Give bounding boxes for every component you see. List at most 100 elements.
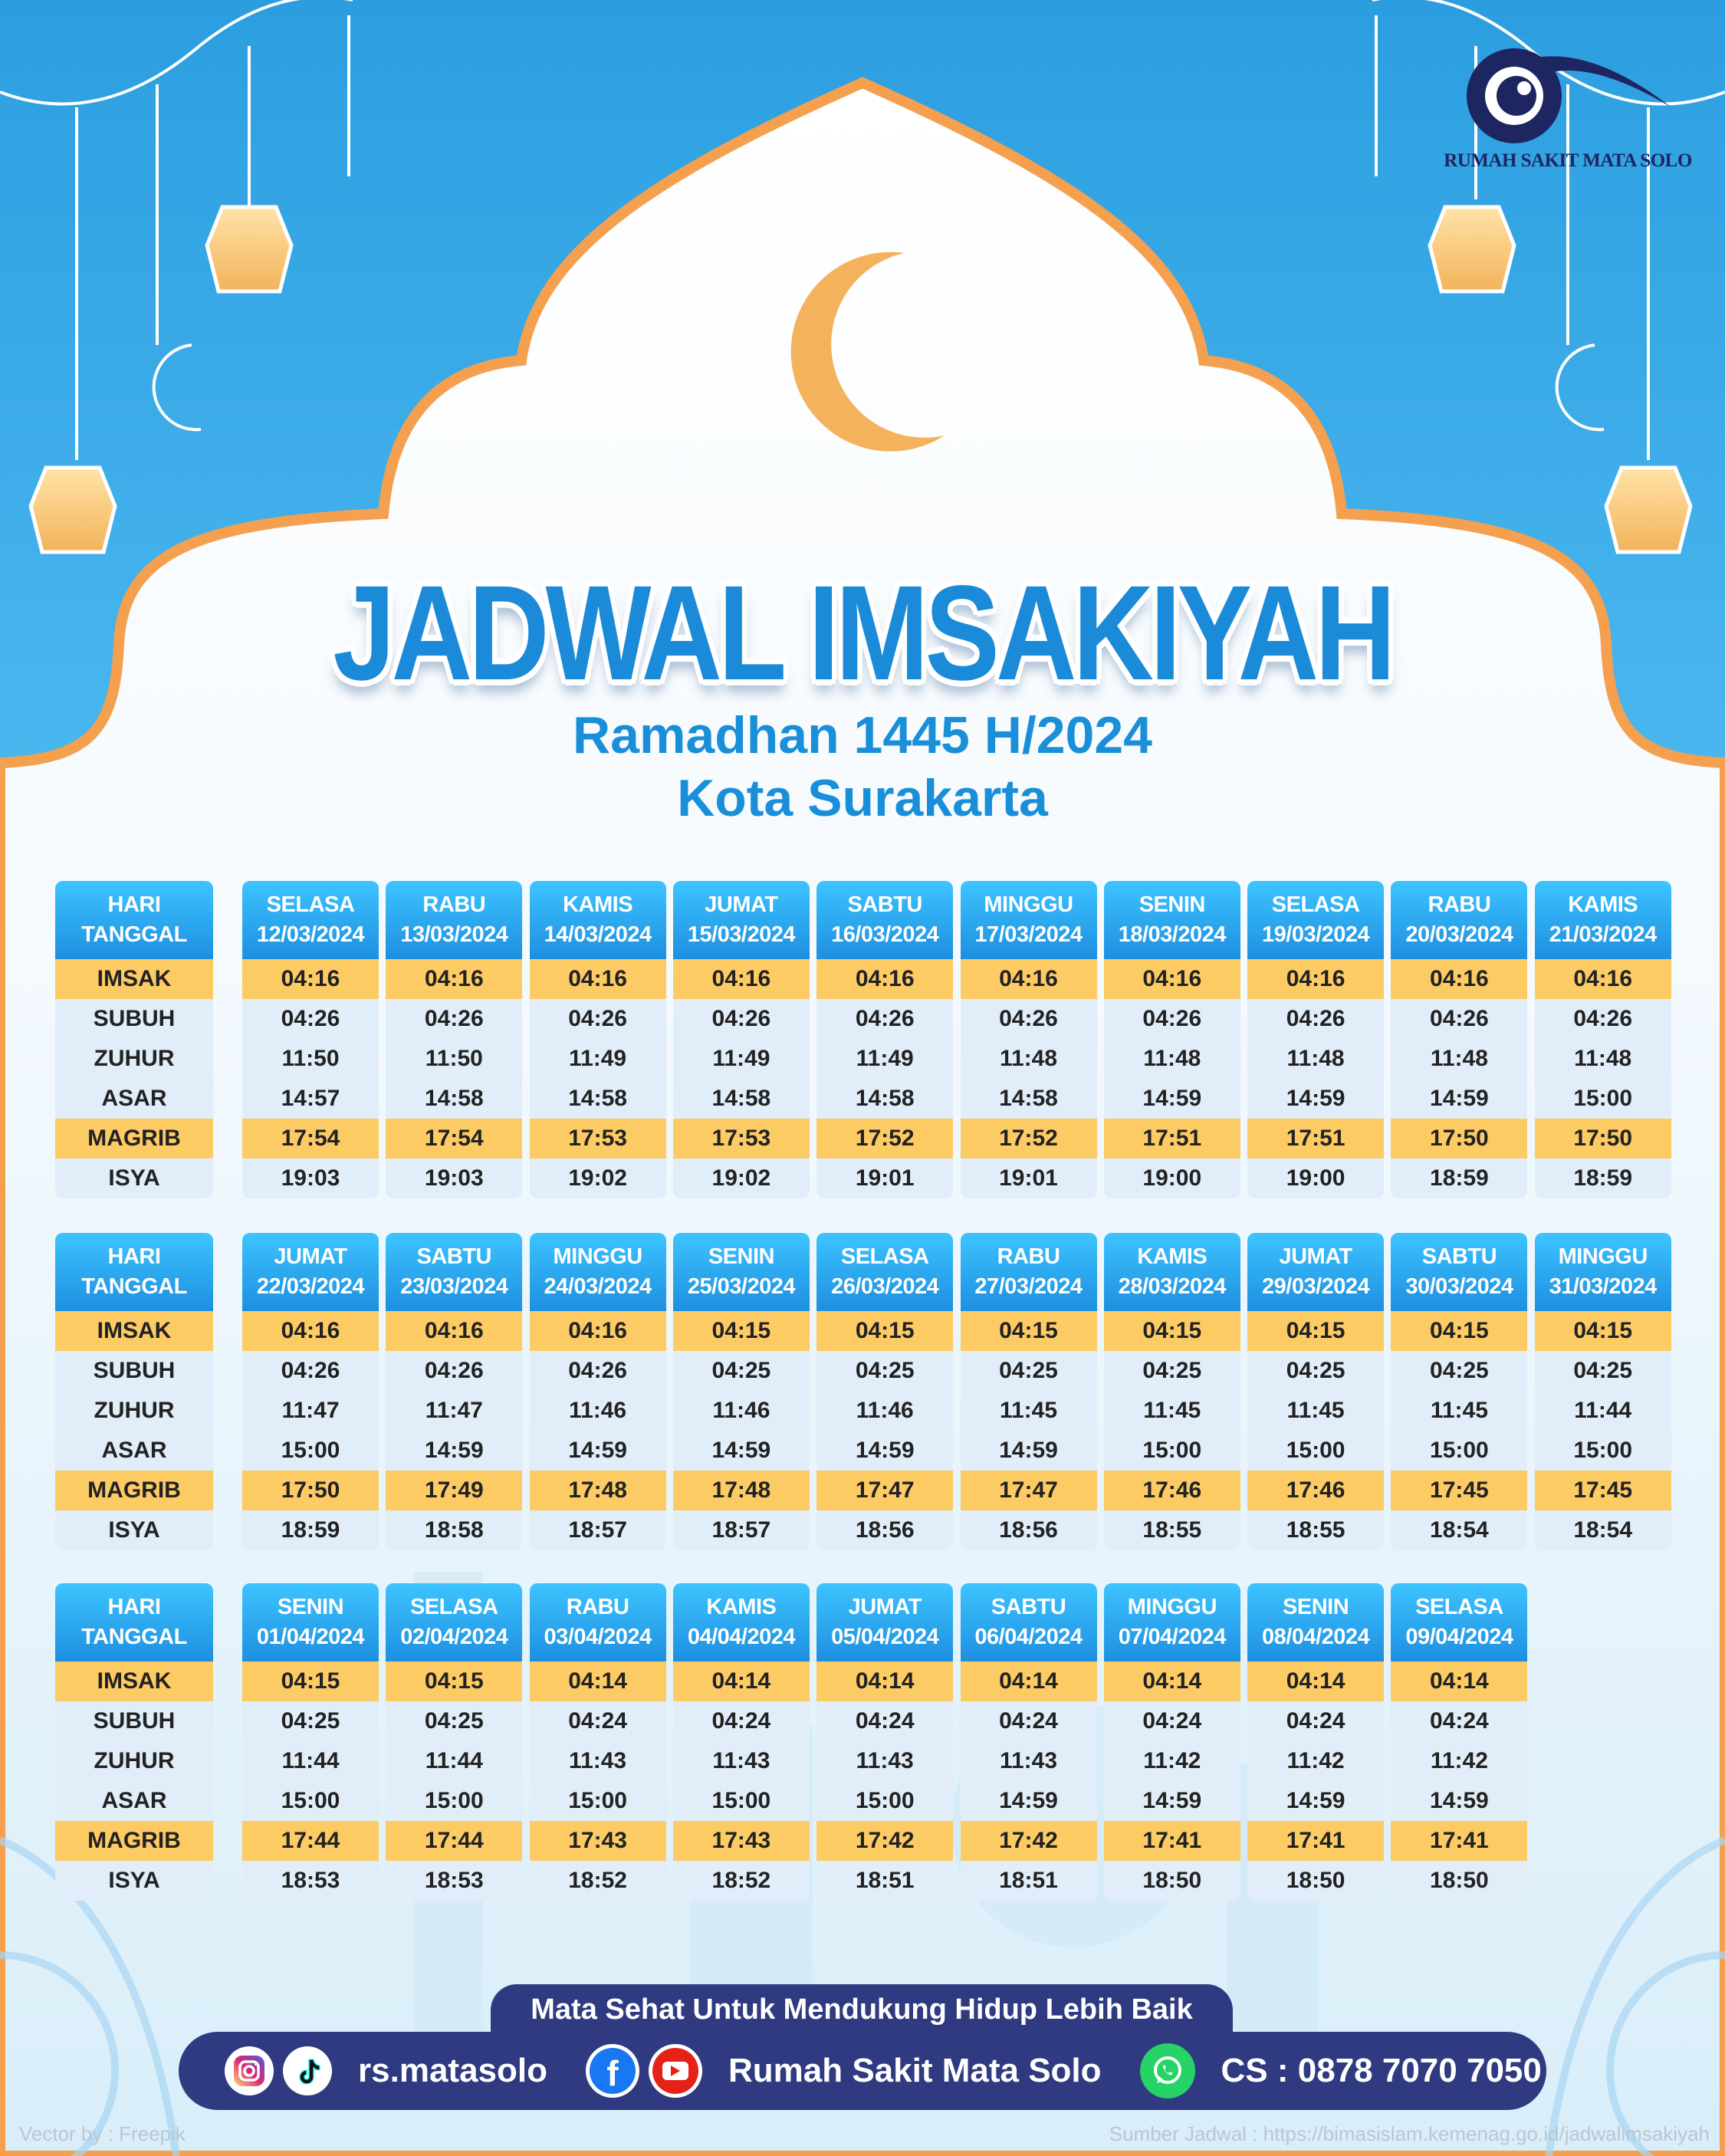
day-date: 13/03/2024 xyxy=(400,922,508,947)
time-cell: 14:59 xyxy=(960,1431,1097,1471)
contact-bar: rs.matasolo f Rumah Sakit Mata Solo CS :… xyxy=(179,2032,1546,2110)
day-name: MINGGU xyxy=(553,1244,642,1269)
day-name: SELASA xyxy=(840,1244,929,1269)
time-cell: 17:48 xyxy=(529,1471,666,1510)
day-column: SELASA 09/04/2024 04:14 04:24 11:42 14:59 17:4… xyxy=(1391,1583,1528,1901)
time-cell: 18:50 xyxy=(1391,1861,1528,1901)
day-name: SENIN xyxy=(277,1595,344,1619)
time-cell: 11:50 xyxy=(386,1039,523,1079)
time-cell: 04:15 xyxy=(242,1661,379,1701)
time-cell: 04:25 xyxy=(816,1351,954,1391)
header-hari: HARI xyxy=(107,892,161,917)
time-cell: 04:14 xyxy=(1103,1661,1240,1701)
day-column: SENIN 01/04/2024 04:15 04:25 11:44 15:00 17:44… xyxy=(242,1583,379,1901)
time-cell: 19:00 xyxy=(1103,1159,1240,1198)
instagram-icon[interactable] xyxy=(225,2046,274,2095)
time-cell: 18:57 xyxy=(672,1510,810,1550)
time-cell: 17:54 xyxy=(242,1119,379,1159)
time-cell: 17:47 xyxy=(960,1471,1097,1510)
time-cell: 14:59 xyxy=(1391,1781,1528,1821)
time-cell: 04:16 xyxy=(529,959,666,999)
time-cell: 18:52 xyxy=(672,1861,810,1901)
time-cell: 04:26 xyxy=(529,1351,666,1391)
row-label: MAGRIB xyxy=(55,1821,213,1861)
day-name: SENIN xyxy=(1138,892,1206,917)
time-cell: 14:58 xyxy=(529,1079,666,1119)
time-cell: 14:59 xyxy=(1103,1079,1240,1119)
time-cell: 04:16 xyxy=(529,1311,666,1351)
day-date: 06/04/2024 xyxy=(974,1625,1083,1649)
row-label: ASAR xyxy=(55,1079,213,1119)
time-cell: 04:26 xyxy=(960,999,1097,1039)
day-name: KAMIS xyxy=(1568,892,1638,917)
time-cell: 11:43 xyxy=(960,1741,1097,1781)
source-text[interactable]: Sumber Jadwal : https://bimasislam.kemen… xyxy=(1109,2122,1710,2145)
day-date: 15/03/2024 xyxy=(687,922,796,947)
row-label: ZUHUR xyxy=(55,1039,213,1079)
day-date: 17/03/2024 xyxy=(974,922,1083,947)
time-cell: 11:45 xyxy=(1247,1391,1385,1431)
time-cell: 19:01 xyxy=(960,1159,1097,1198)
time-cell: 04:26 xyxy=(672,999,810,1039)
day-column: KAMIS 28/03/2024 04:15 04:25 11:45 15:00 17:46… xyxy=(1103,1233,1240,1550)
day-column: JUMAT 22/03/2024 04:16 04:26 11:47 15:00 17:50… xyxy=(242,1233,379,1550)
day-name: KAMIS xyxy=(563,892,633,917)
label-header: HARI TANGGAL xyxy=(55,881,213,959)
day-column: SABTU 23/03/2024 04:16 04:26 11:47 14:59 17:49… xyxy=(386,1233,523,1550)
day-header: SABTU 30/03/2024 xyxy=(1391,1233,1528,1311)
day-column: SENIN 08/04/2024 04:14 04:24 11:42 14:59 17:41… xyxy=(1247,1583,1385,1901)
time-cell: 17:52 xyxy=(816,1119,954,1159)
time-cell: 14:59 xyxy=(386,1431,523,1471)
subtitle: Ramadhan 1445 H/2024 Kota Surakarta xyxy=(0,704,1725,830)
time-cell: 04:24 xyxy=(1391,1701,1528,1741)
time-cell: 11:46 xyxy=(672,1391,810,1431)
facebook-icon[interactable]: f xyxy=(585,2044,639,2098)
tiktok-icon[interactable] xyxy=(283,2046,332,2095)
time-cell: 15:00 xyxy=(242,1431,379,1471)
time-cell: 17:48 xyxy=(672,1471,810,1510)
day-column: SENIN 18/03/2024 04:16 04:26 11:48 14:59 17:51… xyxy=(1103,881,1240,1198)
time-cell: 18:51 xyxy=(816,1861,954,1901)
day-header: RABU 20/03/2024 xyxy=(1391,881,1528,959)
time-cell: 18:59 xyxy=(1534,1159,1671,1198)
page-title: JADWAL IMSAKIYAH xyxy=(333,558,1395,708)
time-cell: 18:55 xyxy=(1103,1510,1240,1550)
time-cell: 15:00 xyxy=(1247,1431,1385,1471)
time-cell: 04:15 xyxy=(1103,1311,1240,1351)
time-cell: 04:16 xyxy=(1391,959,1528,999)
whatsapp-icon[interactable] xyxy=(1139,2043,1195,2098)
time-cell: 17:41 xyxy=(1391,1821,1528,1861)
day-name: SELASA xyxy=(409,1595,498,1619)
day-name: RABU xyxy=(1428,892,1491,917)
day-date: 05/04/2024 xyxy=(831,1625,939,1649)
day-column: RABU 13/03/2024 04:16 04:26 11:50 14:58 17:54 1… xyxy=(386,881,523,1198)
day-column: SABTU 16/03/2024 04:16 04:26 11:49 14:58 17:52… xyxy=(816,881,954,1198)
row-label-column: HARI TANGGAL IMSAK SUBUH ZUHUR ASAR MAGRIB ISYA xyxy=(55,1233,213,1550)
day-name: RABU xyxy=(997,1244,1060,1269)
header-hari: HARI xyxy=(107,1595,161,1619)
time-cell: 14:58 xyxy=(386,1079,523,1119)
day-date: 19/03/2024 xyxy=(1262,922,1370,947)
time-cell: 14:59 xyxy=(1103,1781,1240,1821)
day-header: KAMIS 04/04/2024 xyxy=(672,1583,810,1661)
time-cell: 04:24 xyxy=(529,1701,666,1741)
time-cell: 15:00 xyxy=(529,1781,666,1821)
time-cell: 11:47 xyxy=(242,1391,379,1431)
youtube-icon[interactable] xyxy=(648,2044,702,2098)
day-header: JUMAT 05/04/2024 xyxy=(816,1583,954,1661)
day-header: MINGGU 24/03/2024 xyxy=(529,1233,666,1311)
time-cell: 11:48 xyxy=(960,1039,1097,1079)
time-cell: 15:00 xyxy=(816,1781,954,1821)
time-cell: 11:45 xyxy=(960,1391,1097,1431)
day-header: SABTU 06/04/2024 xyxy=(960,1583,1097,1661)
day-header: KAMIS 21/03/2024 xyxy=(1534,881,1671,959)
row-label: MAGRIB xyxy=(55,1471,213,1510)
label-header: HARI TANGGAL xyxy=(55,1233,213,1311)
day-date: 30/03/2024 xyxy=(1405,1274,1513,1299)
time-cell: 17:44 xyxy=(386,1821,523,1861)
day-column: SENIN 25/03/2024 04:15 04:25 11:46 14:59 17:48… xyxy=(672,1233,810,1550)
time-cell: 18:56 xyxy=(816,1510,954,1550)
time-cell: 11:48 xyxy=(1391,1039,1528,1079)
day-header: SELASA 09/04/2024 xyxy=(1391,1583,1528,1661)
time-cell: 11:46 xyxy=(816,1391,954,1431)
